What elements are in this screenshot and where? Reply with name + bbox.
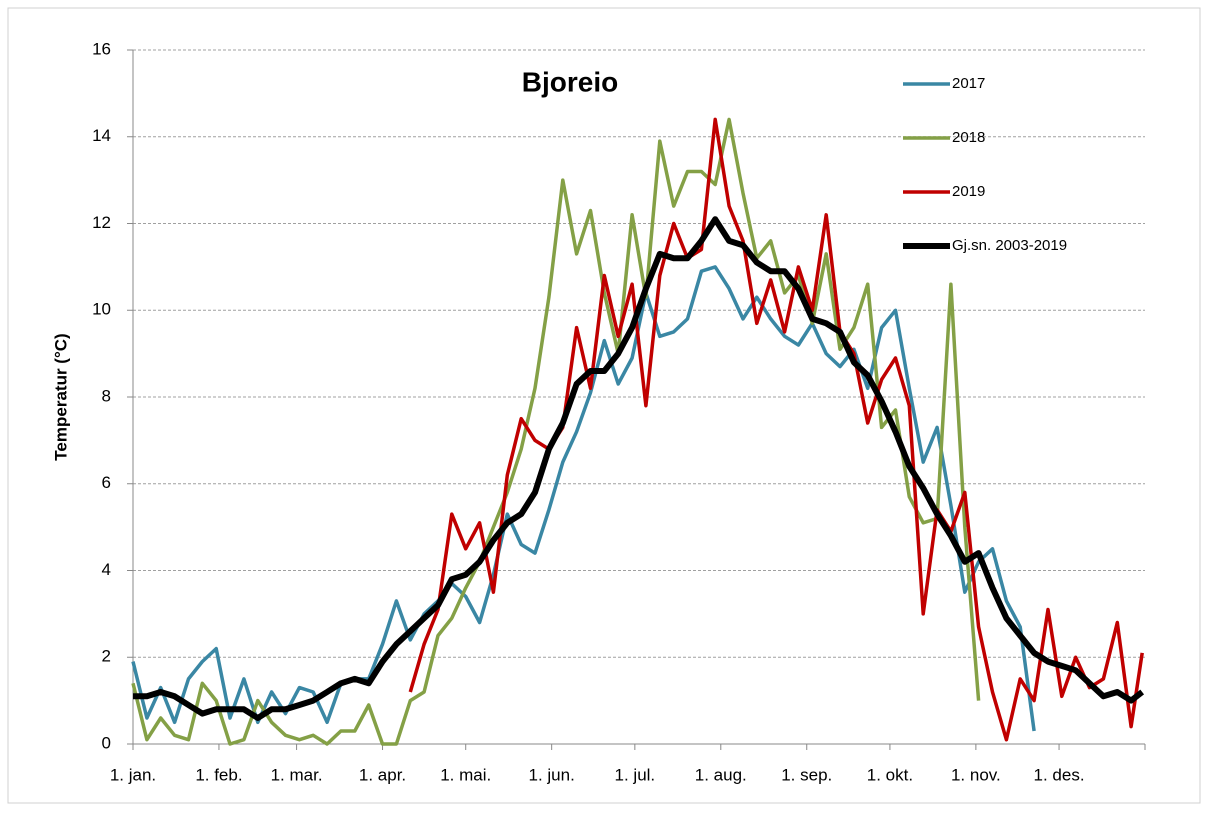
legend-label: Gj.sn. 2003-2019 <box>952 237 1067 254</box>
y-tick-label: 8 <box>102 386 111 405</box>
legend-label: 2017 <box>952 75 985 92</box>
legend-label: 2019 <box>952 183 985 200</box>
x-tick-label: 1. okt. <box>867 765 913 784</box>
x-tick-label: 1. mar. <box>271 765 323 784</box>
y-tick-label: 2 <box>102 647 111 666</box>
chart-border <box>7 7 1201 804</box>
x-tick-label: 1. jun. <box>529 765 575 784</box>
x-tick-label: 1. sep. <box>781 765 832 784</box>
x-tick-label: 1. apr. <box>359 765 406 784</box>
x-tick-label: 1. feb. <box>195 765 242 784</box>
chart-title: Bjoreio <box>522 66 618 97</box>
x-tick-label: 1. aug. <box>695 765 747 784</box>
y-tick-label: 10 <box>92 300 111 319</box>
x-tick-label: 1. jul. <box>615 765 656 784</box>
y-axis-label: Temperatur (°C) <box>51 333 70 460</box>
y-tick-label: 16 <box>92 39 111 58</box>
x-tick-label: 1. des. <box>1034 765 1085 784</box>
y-tick-label: 6 <box>102 473 111 492</box>
x-tick-label: 1. nov. <box>951 765 1001 784</box>
series-line <box>133 216 1145 721</box>
y-tick-label: 12 <box>92 213 111 232</box>
series-line <box>408 117 1144 742</box>
y-tick-label: 4 <box>102 560 111 579</box>
y-tick-label: 14 <box>92 126 111 145</box>
x-tick-label: 1. jan. <box>110 765 156 784</box>
y-tick-label: 0 <box>102 733 111 752</box>
legend-label: 2018 <box>952 129 985 146</box>
series-line <box>131 265 1036 732</box>
x-tick-label: 1. mai. <box>440 765 491 784</box>
